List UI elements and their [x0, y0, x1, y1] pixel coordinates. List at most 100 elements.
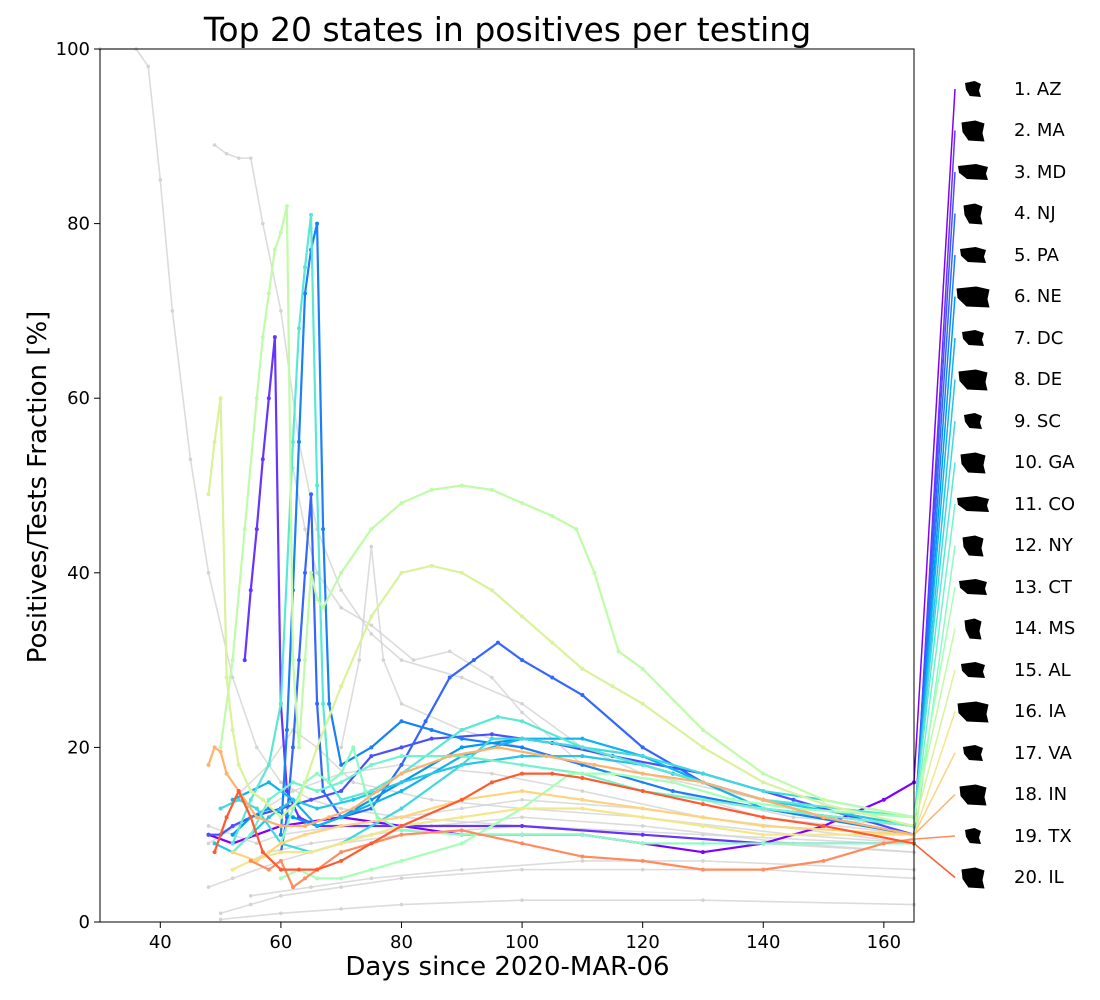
- series-point-sc: [236, 797, 241, 802]
- series-point-ms: [284, 204, 289, 209]
- series-point-md: [230, 823, 235, 828]
- series-point-ms: [592, 570, 597, 575]
- series-point-de: [266, 815, 271, 820]
- series-point-ma: [266, 396, 271, 401]
- series-point-in: [351, 806, 356, 811]
- series-point-ny: [399, 828, 404, 833]
- series-point-pa: [296, 439, 301, 444]
- series-point-in: [761, 797, 766, 802]
- series-point-pa: [429, 727, 434, 732]
- y-axis-label: Positives/Tests Fraction [%]: [23, 310, 53, 664]
- x-tick-label: 80: [390, 932, 413, 953]
- state-map-icon: [964, 618, 982, 639]
- legend-connector-ny: [913, 545, 956, 844]
- series-point-sc: [254, 806, 259, 811]
- series-point-pa: [459, 736, 464, 741]
- series-point-pa: [339, 762, 344, 767]
- series-point-tx: [266, 867, 271, 872]
- axes-frame: [99, 48, 915, 923]
- series-point-ms: [309, 570, 314, 575]
- series-point-tx: [459, 828, 464, 833]
- series-point-ga: [321, 701, 326, 706]
- series-point-tx: [339, 850, 344, 855]
- series-point-ms: [315, 596, 320, 601]
- series-point-ms: [429, 487, 434, 492]
- series-point-ma: [260, 457, 265, 462]
- background-point: [357, 658, 362, 662]
- series-point-il: [278, 867, 283, 872]
- state-map-icon: [958, 369, 988, 390]
- series-point-ms: [254, 396, 259, 401]
- background-point: [230, 876, 235, 881]
- state-map-icon: [957, 496, 989, 512]
- legend-connector-ct: [913, 586, 956, 818]
- series-point-al: [489, 588, 494, 593]
- background-point: [399, 701, 404, 706]
- series-point-il: [236, 789, 241, 794]
- series-point-ne: [230, 832, 235, 837]
- series-point-ct: [399, 858, 404, 863]
- series-point-md: [206, 832, 211, 837]
- series-point-ct: [568, 771, 573, 776]
- legend-connector-il: [913, 842, 956, 879]
- background-point: [580, 789, 585, 793]
- background-point: [206, 885, 211, 889]
- background-state-line: [220, 899, 915, 921]
- series-point-sc: [489, 736, 494, 741]
- background-point: [339, 885, 343, 889]
- legend-connector-va: [913, 752, 956, 836]
- series-point-ny: [315, 771, 320, 776]
- series-point-nj: [640, 745, 645, 750]
- series-point-ia: [369, 832, 374, 837]
- legend-item-pa: 5. PA: [950, 240, 1059, 270]
- series-point-sc: [700, 771, 705, 776]
- series-point-de: [315, 806, 320, 811]
- series-point-co: [761, 806, 766, 811]
- series-point-nj: [550, 675, 555, 680]
- series-point-il: [248, 815, 253, 820]
- background-point: [369, 876, 374, 881]
- background-point: [339, 588, 343, 593]
- series-point-va: [640, 806, 645, 811]
- series-point-ct: [339, 876, 344, 881]
- axis-ticks: 40 60 80 100 120 140 160 0 20 40 60 80 100: [56, 39, 901, 953]
- legend-label: 16. IA: [1014, 701, 1066, 722]
- legend-item-ne: 6. NE: [950, 282, 1062, 312]
- series-line-ga: [231, 213, 915, 844]
- state-map-icon: [961, 867, 985, 888]
- background-point: [254, 745, 259, 750]
- background-point: [701, 898, 705, 902]
- series-point-nj: [315, 701, 320, 706]
- series-point-va: [278, 841, 283, 846]
- series-point-ia: [459, 815, 464, 820]
- series-point-md: [429, 736, 434, 741]
- legend-connector-al: [913, 669, 956, 827]
- background-point: [399, 902, 404, 907]
- legend-item-nj: 4. NJ: [950, 199, 1056, 229]
- series-point-co: [700, 797, 705, 802]
- series-point-va: [520, 789, 525, 794]
- series-point-pa: [399, 719, 404, 724]
- state-map-icon: [959, 579, 987, 595]
- legend-label: 17. VA: [1014, 742, 1072, 764]
- legend-label: 1. AZ: [1014, 78, 1062, 100]
- series-point-il: [399, 823, 404, 828]
- series-point-ga: [495, 714, 500, 719]
- series-point-ms: [303, 658, 308, 663]
- series-point-ms: [266, 291, 271, 296]
- series-point-sc: [761, 789, 766, 794]
- series-point-al: [224, 675, 229, 680]
- legend-item-de: 8. DE: [950, 365, 1062, 395]
- background-point: [339, 907, 343, 911]
- background-point: [369, 544, 374, 549]
- series-point-il: [315, 867, 320, 872]
- series-point-ga: [248, 797, 253, 802]
- series-point-in: [544, 754, 549, 759]
- background-state-line: [220, 868, 915, 915]
- background-point: [206, 824, 211, 828]
- series-point-il: [224, 815, 229, 820]
- series-point-ms: [550, 514, 555, 519]
- legend-label: 8. DE: [1014, 369, 1063, 390]
- background-point: [254, 841, 259, 846]
